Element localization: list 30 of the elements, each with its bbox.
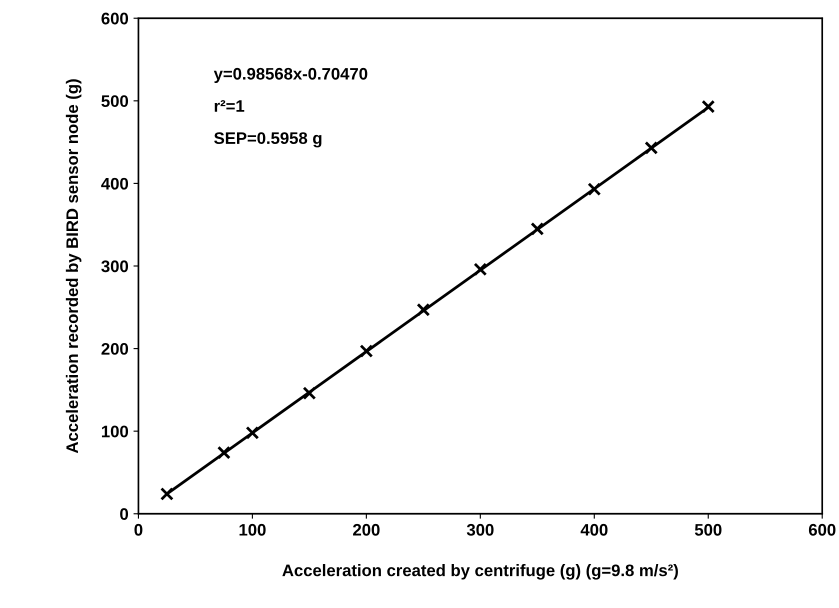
point bbox=[701, 100, 716, 114]
point bbox=[360, 344, 374, 358]
annotation: SEP=0.5958 g bbox=[214, 132, 322, 148]
y-axis-title: Acceleration recorded by BIRD sensor node (g) bbox=[66, 79, 82, 454]
x-tick-label: 300 bbox=[466, 524, 494, 536]
x-tick-label: 0 bbox=[134, 524, 142, 536]
x-tick-label: 400 bbox=[580, 524, 608, 536]
x-tick-label: 500 bbox=[694, 524, 722, 536]
x-tick-label: 600 bbox=[808, 524, 836, 536]
point bbox=[474, 262, 488, 276]
point bbox=[416, 303, 430, 317]
point bbox=[217, 446, 231, 460]
y-tick-label: 0 bbox=[120, 508, 128, 520]
x-tick-label: 100 bbox=[240, 524, 266, 536]
annotation: r²=1 bbox=[214, 100, 244, 112]
point bbox=[160, 487, 174, 501]
x-tick-label: 200 bbox=[353, 524, 380, 536]
point bbox=[302, 386, 316, 400]
y-tick-label: 300 bbox=[101, 260, 128, 272]
x-axis-title: Acceleration created by centrifuge (g) (g=9.8 m/s²) bbox=[282, 564, 678, 580]
y-tick-label: 100 bbox=[102, 426, 128, 438]
point bbox=[644, 141, 658, 155]
point bbox=[530, 222, 544, 236]
point bbox=[588, 182, 602, 196]
y-tick-label: 600 bbox=[102, 12, 128, 24]
annotation: y=0.98568x-0.70470 bbox=[214, 68, 368, 83]
y-tick-label: 500 bbox=[101, 95, 128, 108]
point bbox=[246, 426, 260, 440]
y-tick-label: 200 bbox=[101, 342, 128, 355]
y-tick-label: 400 bbox=[101, 178, 128, 190]
